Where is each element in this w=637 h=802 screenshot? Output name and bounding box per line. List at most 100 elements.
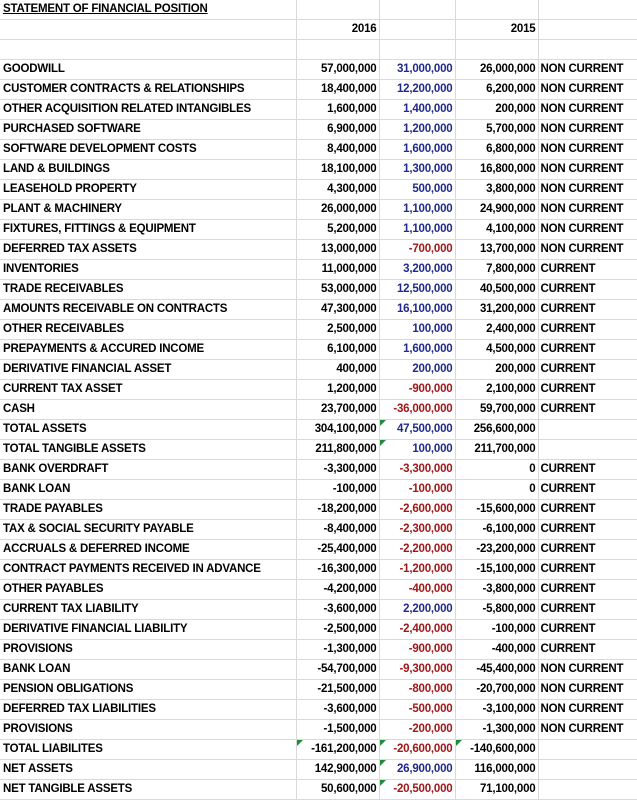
- classification-cell[interactable]: NON CURRENT: [538, 59, 637, 80]
- empty-cell[interactable]: [455, 0, 539, 20]
- change-cell[interactable]: -500,000: [379, 699, 456, 720]
- row-label-cell[interactable]: NET TANGIBLE ASSETS: [0, 779, 297, 800]
- classification-cell[interactable]: CURRENT: [538, 559, 637, 580]
- value-2016-cell[interactable]: 1,200,000: [296, 379, 380, 400]
- row-label-cell[interactable]: CURRENT TAX LIABILITY: [0, 599, 297, 620]
- value-2015-cell[interactable]: -1,300,000: [455, 719, 539, 740]
- value-2016-cell[interactable]: 18,100,000: [296, 159, 380, 180]
- empty-cell[interactable]: [379, 39, 456, 60]
- empty-cell[interactable]: [538, 19, 637, 40]
- value-2016-cell[interactable]: 47,300,000: [296, 299, 380, 320]
- empty-cell[interactable]: [296, 0, 380, 20]
- value-2015-cell[interactable]: -23,200,000: [455, 539, 539, 560]
- classification-cell[interactable]: CURRENT: [538, 279, 637, 300]
- value-2016-cell[interactable]: -3,600,000: [296, 699, 380, 720]
- row-label-cell[interactable]: GOODWILL: [0, 59, 297, 80]
- row-label-cell[interactable]: CURRENT TAX ASSET: [0, 379, 297, 400]
- change-cell[interactable]: 100,000: [379, 319, 456, 340]
- sheet-title[interactable]: STATEMENT OF FINANCIAL POSITION: [0, 0, 297, 20]
- value-2016-cell[interactable]: 23,700,000: [296, 399, 380, 420]
- classification-cell[interactable]: [538, 419, 637, 440]
- row-label-cell[interactable]: OTHER PAYABLES: [0, 579, 297, 600]
- value-2015-cell[interactable]: 59,700,000: [455, 399, 539, 420]
- classification-cell[interactable]: CURRENT: [538, 399, 637, 420]
- value-2016-cell[interactable]: 50,600,000: [296, 779, 380, 800]
- value-2015-cell[interactable]: -20,700,000: [455, 679, 539, 700]
- value-2015-cell[interactable]: -15,100,000: [455, 559, 539, 580]
- classification-cell[interactable]: CURRENT: [538, 599, 637, 620]
- change-cell[interactable]: 3,200,000: [379, 259, 456, 280]
- value-2016-cell[interactable]: 211,800,000: [296, 439, 380, 460]
- classification-cell[interactable]: NON CURRENT: [538, 179, 637, 200]
- change-cell[interactable]: 1,300,000: [379, 159, 456, 180]
- row-label-cell[interactable]: TRADE RECEIVABLES: [0, 279, 297, 300]
- change-cell[interactable]: 16,100,000: [379, 299, 456, 320]
- row-label-cell[interactable]: NET ASSETS: [0, 759, 297, 780]
- classification-cell[interactable]: CURRENT: [538, 639, 637, 660]
- value-2015-cell[interactable]: 256,600,000: [455, 419, 539, 440]
- row-label-cell[interactable]: PENSION OBLIGATIONS: [0, 679, 297, 700]
- value-2016-cell[interactable]: -1,300,000: [296, 639, 380, 660]
- value-2016-cell[interactable]: 13,000,000: [296, 239, 380, 260]
- classification-cell[interactable]: NON CURRENT: [538, 159, 637, 180]
- value-2015-cell[interactable]: 200,000: [455, 359, 539, 380]
- empty-cell[interactable]: [538, 0, 637, 20]
- change-cell[interactable]: -36,000,000: [379, 399, 456, 420]
- row-label-cell[interactable]: PREPAYMENTS & ACCURED INCOME: [0, 339, 297, 360]
- value-2016-cell[interactable]: 26,000,000: [296, 199, 380, 220]
- value-2016-cell[interactable]: -2,500,000: [296, 619, 380, 640]
- classification-cell[interactable]: CURRENT: [538, 579, 637, 600]
- value-2016-cell[interactable]: 304,100,000: [296, 419, 380, 440]
- change-cell[interactable]: -20,600,000: [379, 739, 456, 760]
- value-2015-cell[interactable]: 5,700,000: [455, 119, 539, 140]
- value-2016-cell[interactable]: -21,500,000: [296, 679, 380, 700]
- change-cell[interactable]: -9,300,000: [379, 659, 456, 680]
- classification-cell[interactable]: NON CURRENT: [538, 219, 637, 240]
- change-cell[interactable]: -900,000: [379, 639, 456, 660]
- value-2015-cell[interactable]: 0: [455, 459, 539, 480]
- classification-cell[interactable]: [538, 439, 637, 460]
- value-2015-cell[interactable]: 211,700,000: [455, 439, 539, 460]
- change-cell[interactable]: 1,100,000: [379, 199, 456, 220]
- empty-cell[interactable]: [0, 39, 297, 60]
- change-cell[interactable]: 12,200,000: [379, 79, 456, 100]
- change-cell[interactable]: -700,000: [379, 239, 456, 260]
- change-cell[interactable]: 2,200,000: [379, 599, 456, 620]
- value-2015-cell[interactable]: 2,100,000: [455, 379, 539, 400]
- value-2016-cell[interactable]: 4,300,000: [296, 179, 380, 200]
- row-label-cell[interactable]: BANK OVERDRAFT: [0, 459, 297, 480]
- classification-cell[interactable]: [538, 739, 637, 760]
- change-cell[interactable]: 1,200,000: [379, 119, 456, 140]
- row-label-cell[interactable]: BANK LOAN: [0, 479, 297, 500]
- classification-cell[interactable]: CURRENT: [538, 339, 637, 360]
- change-cell[interactable]: -2,400,000: [379, 619, 456, 640]
- row-label-cell[interactable]: PLANT & MACHINERY: [0, 199, 297, 220]
- row-label-cell[interactable]: TOTAL ASSETS: [0, 419, 297, 440]
- row-label-cell[interactable]: PROVISIONS: [0, 719, 297, 740]
- value-2015-cell[interactable]: 16,800,000: [455, 159, 539, 180]
- row-label-cell[interactable]: DERIVATIVE FINANCIAL ASSET: [0, 359, 297, 380]
- classification-cell[interactable]: CURRENT: [538, 619, 637, 640]
- change-cell[interactable]: -200,000: [379, 719, 456, 740]
- value-2016-cell[interactable]: -25,400,000: [296, 539, 380, 560]
- change-cell[interactable]: -1,200,000: [379, 559, 456, 580]
- change-cell[interactable]: 26,900,000: [379, 759, 456, 780]
- value-2016-cell[interactable]: 142,900,000: [296, 759, 380, 780]
- value-2016-cell[interactable]: -1,500,000: [296, 719, 380, 740]
- change-cell[interactable]: -800,000: [379, 679, 456, 700]
- value-2016-cell[interactable]: -3,300,000: [296, 459, 380, 480]
- classification-cell[interactable]: NON CURRENT: [538, 679, 637, 700]
- classification-cell[interactable]: CURRENT: [538, 319, 637, 340]
- row-label-cell[interactable]: DEFERRED TAX LIABILITIES: [0, 699, 297, 720]
- classification-cell[interactable]: CURRENT: [538, 259, 637, 280]
- value-2016-cell[interactable]: 8,400,000: [296, 139, 380, 160]
- change-cell[interactable]: -400,000: [379, 579, 456, 600]
- value-2015-cell[interactable]: 116,000,000: [455, 759, 539, 780]
- value-2015-cell[interactable]: 26,000,000: [455, 59, 539, 80]
- classification-cell[interactable]: NON CURRENT: [538, 199, 637, 220]
- value-2016-cell[interactable]: 400,000: [296, 359, 380, 380]
- value-2015-cell[interactable]: 24,900,000: [455, 199, 539, 220]
- value-2015-cell[interactable]: 7,800,000: [455, 259, 539, 280]
- value-2015-cell[interactable]: 71,100,000: [455, 779, 539, 800]
- value-2015-cell[interactable]: 6,800,000: [455, 139, 539, 160]
